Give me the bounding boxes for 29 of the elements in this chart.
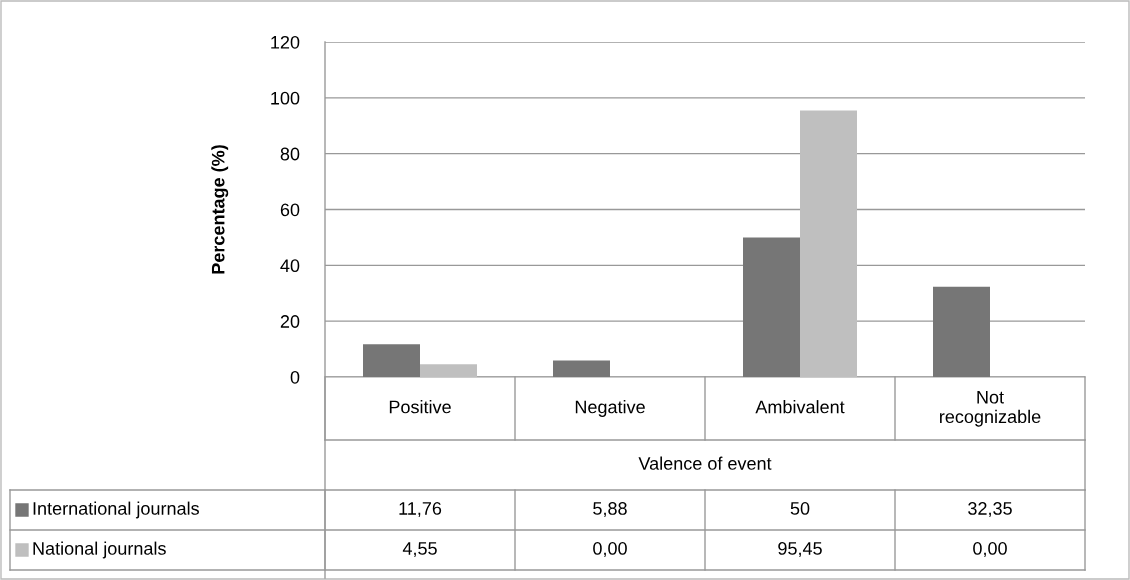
legend-label: National journals <box>33 541 166 559</box>
x-tick-label: Ambivalent <box>755 400 845 414</box>
y-tick-label: 80 <box>280 147 300 161</box>
data-label: 95,45 <box>778 542 822 557</box>
bar <box>743 237 800 377</box>
bar <box>420 364 477 377</box>
x-tick-label: Negative <box>575 400 645 417</box>
bar <box>553 360 610 377</box>
data-label: 32,35 <box>968 502 1012 517</box>
x-tick-label: Not recognizable <box>940 391 1041 427</box>
y-tick-label: 120 <box>271 35 300 49</box>
y-tick-label: 40 <box>280 259 300 273</box>
legend-label: International journals <box>33 501 199 519</box>
bar <box>933 286 990 377</box>
x-axis-title: Valence of event <box>638 456 772 470</box>
y-tick-label: 20 <box>280 315 300 328</box>
y-tick-label: 60 <box>280 203 300 217</box>
y-tick-label: 0 <box>290 370 300 384</box>
bar <box>800 110 857 377</box>
data-label: 4,55 <box>402 542 437 557</box>
data-label: 5,88 <box>593 502 627 517</box>
data-label: 0,00 <box>973 542 1007 557</box>
y-axis-title: Percentage (%) <box>211 145 229 274</box>
data-label: 50 <box>790 502 810 515</box>
x-tick-label: Positive <box>389 400 451 414</box>
data-label: 0,00 <box>593 542 627 557</box>
bar <box>363 344 420 377</box>
y-tick-label: 100 <box>271 91 300 105</box>
data-label: 11,76 <box>399 502 442 517</box>
